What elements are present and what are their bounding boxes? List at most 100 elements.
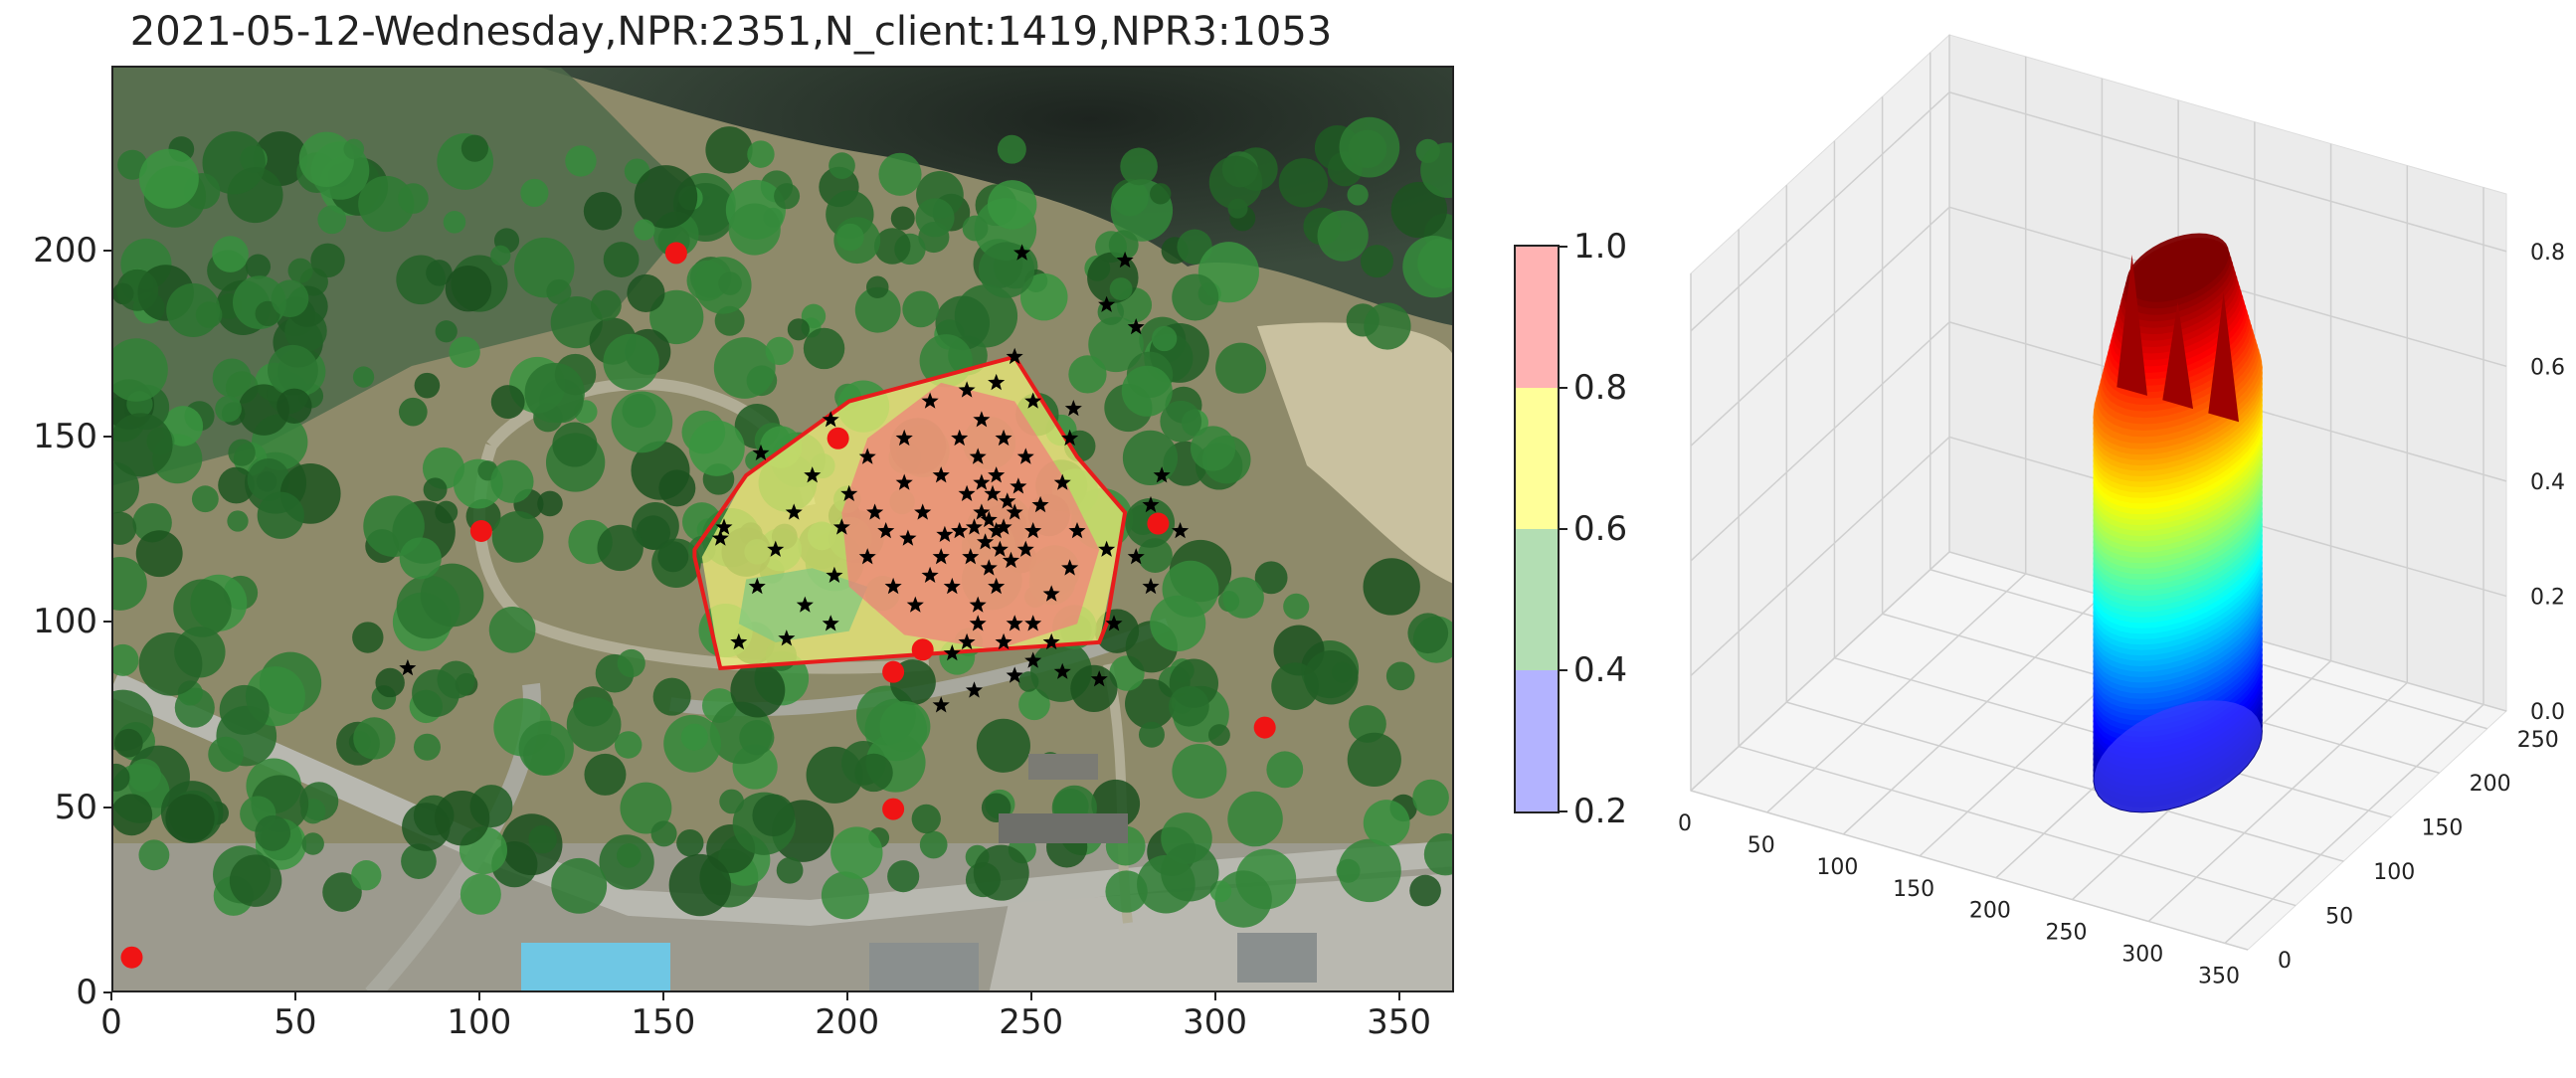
- black-star-marker: [995, 429, 1012, 447]
- red-point-marker: [882, 798, 905, 820]
- surface-base: [2094, 700, 2262, 812]
- black-star-marker: [980, 510, 998, 528]
- x-tick-mark: [1029, 992, 1032, 1000]
- grid-line: [1690, 321, 1950, 562]
- black-star-marker: [999, 492, 1016, 509]
- black-star-marker: [730, 632, 748, 650]
- black-star-marker: [752, 444, 770, 460]
- black-star-marker: [866, 503, 884, 520]
- x-tick-label: 150: [631, 1002, 696, 1042]
- black-star-marker: [1031, 495, 1049, 513]
- black-star-marker: [822, 615, 839, 631]
- black-star-marker: [958, 381, 976, 398]
- y-tick-label: 50: [2325, 905, 2353, 930]
- x-tick-label: 100: [447, 1002, 512, 1042]
- black-star-marker: [804, 466, 822, 483]
- black-star-marker: [958, 484, 976, 501]
- black-star-marker: [1127, 548, 1145, 565]
- black-star-marker: [1061, 559, 1079, 576]
- colorbar-tick-mark: [1560, 246, 1567, 248]
- black-star-marker: [822, 411, 839, 428]
- x-tick-label: 250: [999, 1002, 1064, 1042]
- colorbar-tick-mark: [1560, 528, 1567, 530]
- colorbar-tick-label: 0.2: [1573, 792, 1628, 831]
- density-contours: [701, 356, 1126, 668]
- surface-peak: [2162, 301, 2193, 410]
- black-star-marker: [921, 566, 939, 583]
- black-star-marker: [1116, 251, 1134, 269]
- density-region-0.8-1.0: [841, 382, 1100, 650]
- black-star-marker: [1061, 429, 1079, 447]
- black-star-marker: [1064, 400, 1082, 417]
- z-tick-label: 0.6: [2530, 355, 2565, 380]
- black-star-marker: [1016, 540, 1034, 557]
- x-tick-mark: [661, 992, 664, 1000]
- black-star-marker: [988, 373, 1006, 391]
- black-star-marker: [767, 540, 785, 557]
- x-tick-label: 300: [2121, 943, 2163, 968]
- black-star-marker: [748, 577, 766, 595]
- black-star-marker: [785, 503, 803, 520]
- y-tick-mark: [103, 250, 111, 253]
- black-star-marker: [988, 466, 1006, 483]
- black-star-marker: [932, 466, 950, 483]
- colorbar-tick-label: 0.6: [1573, 509, 1628, 549]
- black-star-marker: [988, 577, 1006, 595]
- surface-3d-plot: 0501001502002503003500501001502002500.00…: [1678, 33, 2565, 989]
- black-star-marker: [962, 548, 980, 565]
- black-star-marker: [1153, 466, 1171, 483]
- grid-line: [1690, 91, 1950, 332]
- black-star-marker: [899, 529, 917, 546]
- y-tick-label: 50: [54, 787, 97, 827]
- black-star-marker: [921, 392, 939, 409]
- black-star-marker: [1006, 615, 1023, 631]
- x-tick-mark: [477, 992, 480, 1000]
- y-tick-label: 200: [33, 231, 97, 271]
- z-tick-label: 0.8: [2530, 241, 2565, 266]
- red-point-marker: [120, 946, 143, 969]
- black-star-marker: [969, 615, 987, 631]
- black-star-marker: [973, 411, 991, 428]
- grid-line: [1690, 790, 2249, 951]
- y-tick-label: 100: [2373, 860, 2415, 885]
- black-star-marker: [943, 644, 961, 661]
- red-point-marker: [882, 660, 905, 683]
- colorbar-tick-mark: [1560, 810, 1567, 812]
- z-tick-label: 0.4: [2530, 470, 2565, 495]
- black-star-marker: [826, 566, 843, 583]
- colorbar-band: [1516, 670, 1558, 811]
- y-tick-mark: [103, 621, 111, 624]
- black-star-marker: [796, 596, 814, 613]
- grid-line: [1842, 595, 2103, 835]
- grid-line: [1786, 701, 2344, 862]
- black-star-marker: [778, 629, 796, 646]
- x-tick-label: 0: [1678, 811, 1692, 836]
- black-star-marker: [951, 522, 969, 539]
- colorbar-tick-mark: [1560, 387, 1567, 389]
- surface-slice: [2126, 233, 2230, 302]
- grid-line: [1766, 573, 2027, 813]
- black-star-marker: [1090, 670, 1108, 687]
- black-star-marker: [988, 522, 1006, 539]
- x-tick-label: 50: [1748, 833, 1775, 858]
- black-star-marker: [1042, 585, 1060, 602]
- colorbar-tick-label: 0.8: [1573, 368, 1628, 408]
- x-tick-mark: [293, 992, 296, 1000]
- black-star-marker: [906, 596, 924, 613]
- black-star-marker: [1127, 318, 1145, 335]
- x-tick-label: 100: [1816, 855, 1858, 880]
- convex-hull: [692, 354, 1128, 671]
- black-star-marker: [914, 503, 932, 520]
- black-star-marker: [858, 548, 876, 565]
- colorbar-band: [1516, 247, 1558, 388]
- grid-line: [1690, 551, 1950, 792]
- x-tick-label: 350: [2198, 964, 2240, 988]
- axis-ticks-3d: 0501001502002503003500501001502002500.00…: [1678, 241, 2565, 989]
- black-star-marker: [932, 696, 950, 713]
- black-star-marker: [1024, 615, 1042, 631]
- black-star-marker: [965, 681, 983, 698]
- black-star-marker: [936, 525, 954, 542]
- black-star-marker: [980, 559, 998, 576]
- x-tick-mark: [110, 992, 112, 1000]
- black-star-marker: [973, 503, 991, 520]
